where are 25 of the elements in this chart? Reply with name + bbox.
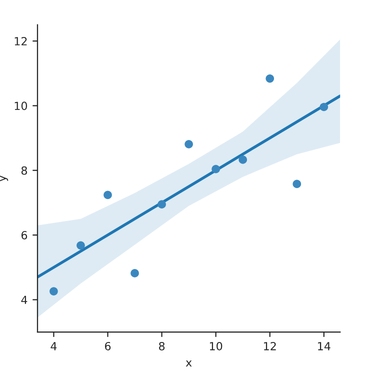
point [184,140,193,148]
point [130,269,139,278]
y-tick-label: 8 [21,166,28,175]
point [266,74,274,83]
point [320,102,328,112]
point [238,156,248,164]
point [292,180,302,188]
y-tick-label: 4 [21,296,28,304]
x-tick-label: 10 [210,342,222,350]
y-axis-title: y [0,175,8,182]
point [50,287,58,296]
point [212,164,220,174]
line-series [38,94,340,278]
x-tick-label: 8 [159,342,165,350]
y-tick-label: 12 [14,37,27,46]
y-tick-label: 6 [21,231,28,240]
point [158,200,166,208]
point [104,190,112,200]
x-tick-label: 6 [104,342,111,350]
y-tick-label: 10 [14,102,28,110]
x-axis-title: x [186,360,192,367]
x-tick-label: 12 [264,342,276,350]
x-tick-label: 4 [50,342,57,350]
point [76,241,85,250]
x-tick-label: 14 [318,342,330,350]
